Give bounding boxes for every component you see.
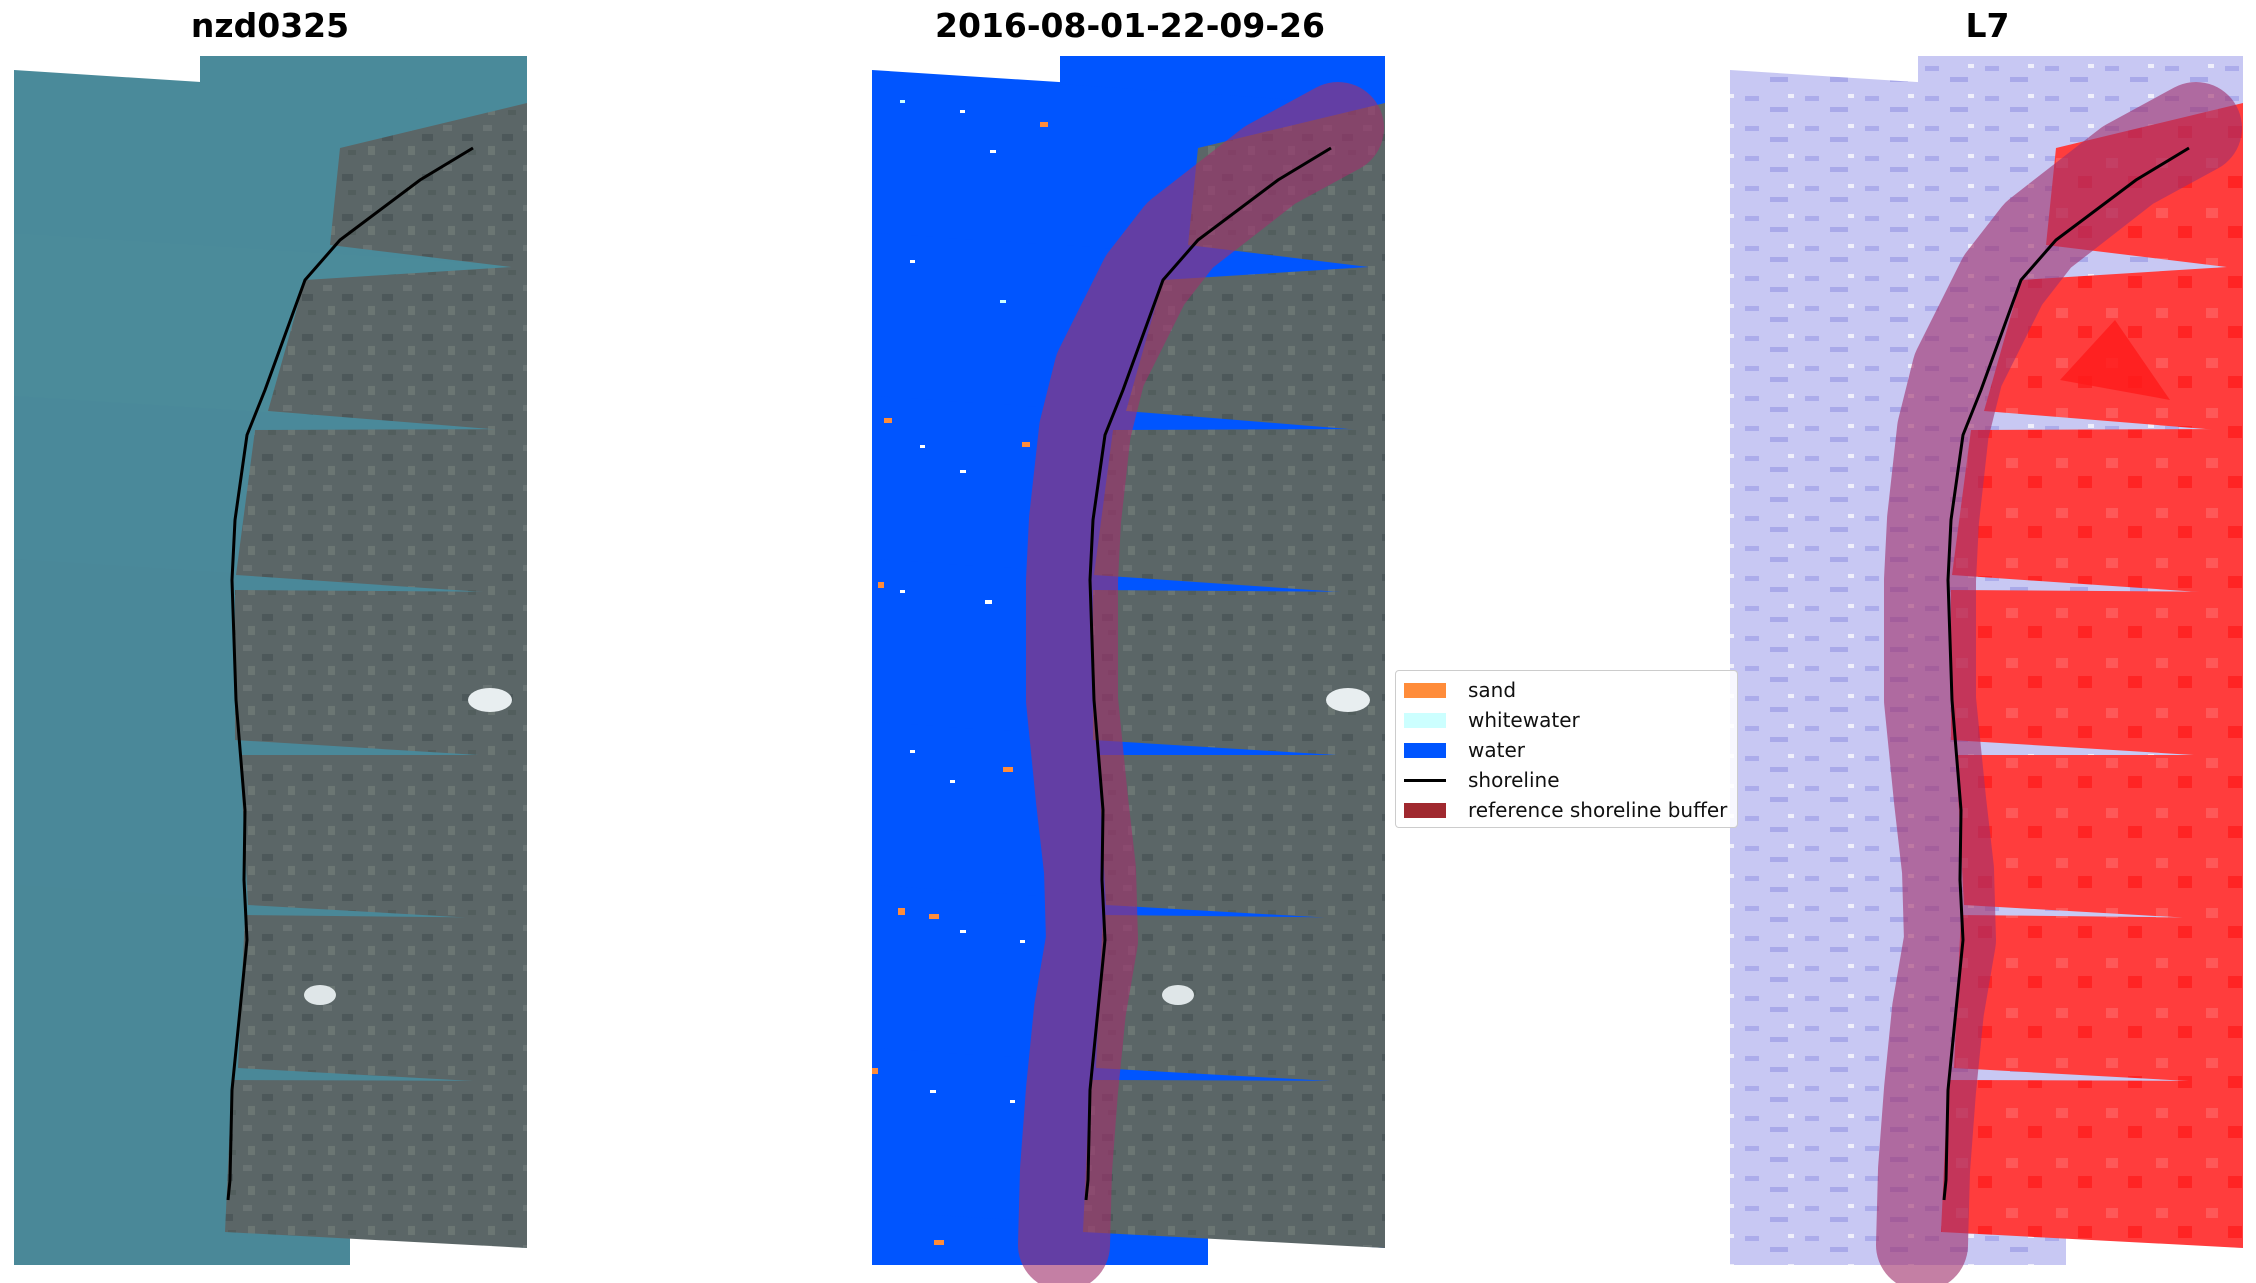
reference-buffer-overlay <box>1876 82 2242 1283</box>
shoreline-line <box>1084 146 1332 1201</box>
panel-rgb-image <box>14 56 527 1265</box>
classified-sand-pixels <box>872 122 1048 1245</box>
shoreline-line-swatch <box>1404 778 1446 782</box>
shoreline-line <box>226 146 474 1201</box>
legend-label: reference shoreline buffer <box>1468 798 1728 822</box>
legend-item-whitewater: whitewater <box>1404 708 1580 732</box>
legend-label: whitewater <box>1468 708 1580 732</box>
legend-item-reference-buffer: reference shoreline buffer <box>1404 798 1728 822</box>
panel-index-image <box>1730 56 2243 1283</box>
legend-label: sand <box>1468 678 1517 702</box>
legend-item-sand: sand <box>1404 678 1517 702</box>
water-swatch <box>1404 742 1446 758</box>
panel-classified-image <box>872 56 1385 1283</box>
legend-label: water <box>1468 738 1525 762</box>
whitewater-swatch <box>1404 712 1446 728</box>
reference-buffer-swatch <box>1404 802 1446 818</box>
legend-item-water: water <box>1404 738 1525 762</box>
panel-title-satellite: L7 <box>1965 6 2010 45</box>
sand-swatch <box>1404 682 1446 698</box>
shoreline-line <box>1942 146 2190 1201</box>
legend-item-shoreline: shoreline <box>1404 768 1560 792</box>
reference-buffer-overlay <box>1018 82 1384 1283</box>
panel-title-rgb: nzd0325 <box>190 6 350 45</box>
legend-label: shoreline <box>1468 768 1560 792</box>
rgb-land-area <box>225 103 527 1248</box>
panel-title-date: 2016-08-01-22-09-26 <box>935 6 1325 45</box>
classified-whitewater-pixels <box>900 100 1025 1103</box>
legend: sand whitewater water shoreline referenc… <box>1395 670 1738 828</box>
